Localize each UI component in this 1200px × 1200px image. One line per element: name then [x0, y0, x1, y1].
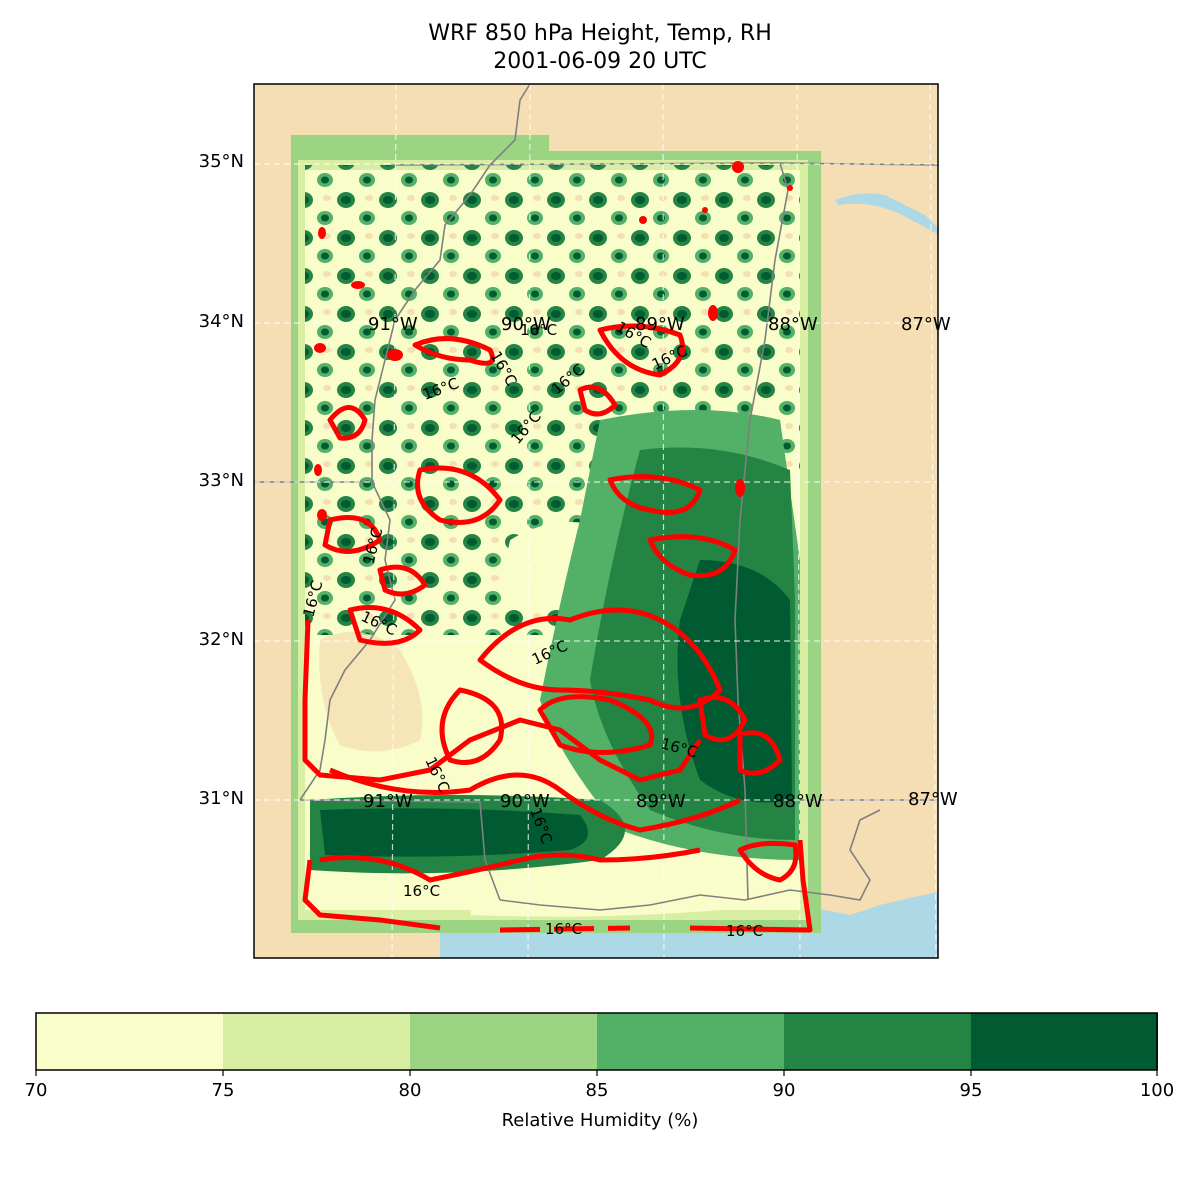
- temp-contour: [607, 474, 703, 515]
- colorbar-bin: [971, 1013, 1158, 1070]
- lon-label-91w-upper: 91°W: [368, 314, 418, 335]
- colorbar-label: Relative Humidity (%): [501, 1110, 699, 1131]
- temp-contour: [319, 847, 701, 883]
- colorbar-tick: 80: [398, 1080, 422, 1101]
- contour-label: 16°C: [545, 920, 582, 938]
- temp-contour: [377, 564, 428, 597]
- lon-label-87w-upper: 87°W: [901, 314, 951, 335]
- coastline: [499, 809, 881, 911]
- colorbar-tick: 75: [211, 1080, 235, 1101]
- colorbar-bin: [597, 1013, 784, 1070]
- rh-south-band: [320, 808, 588, 857]
- rh-moist-core: [677, 560, 792, 803]
- lon-label-88w-lower: 88°W: [773, 791, 823, 812]
- temp-contour: [329, 767, 742, 833]
- lon-label-87w-lower: 87°W: [908, 789, 958, 810]
- temp-contour: [577, 384, 618, 417]
- mississippi-river: [299, 83, 531, 801]
- colorbar-tick: 85: [585, 1080, 609, 1101]
- colorbar: [35, 1012, 1158, 1076]
- contour-label: 16°C: [403, 882, 440, 900]
- colorbar-tick: 70: [24, 1080, 48, 1101]
- temp-contour: [347, 605, 423, 646]
- temp-contour-spots: [314, 161, 793, 521]
- temp-contour: [322, 515, 383, 554]
- temp-contour: [439, 687, 505, 765]
- temp-contour: [737, 840, 799, 883]
- lon-label-91w-lower: 91°W: [363, 791, 413, 812]
- lon-label-88w-upper: 88°W: [768, 314, 818, 335]
- lon-label-89w-lower: 89°W: [636, 791, 686, 812]
- map-title: WRF 850 hPa Height, Temp, RH: [428, 21, 772, 46]
- colorbar-tick: 100: [1139, 1080, 1175, 1101]
- lon-label-89w-upper: 89°W: [635, 314, 685, 335]
- la-ms-south-border: [299, 799, 501, 901]
- temp-contour: [697, 695, 748, 743]
- lon-label-90w-upper: 90°W: [501, 314, 551, 335]
- river-water: [835, 193, 938, 234]
- colorbar-bin: [223, 1013, 410, 1070]
- temp-contour: [537, 694, 654, 755]
- colorbar-bin: [784, 1013, 971, 1070]
- colorbar-bin: [36, 1013, 223, 1070]
- contour-label: 16°C: [520, 321, 557, 339]
- map-subtitle: 2001-06-09 20 UTC: [493, 49, 707, 74]
- lon-label-90w-lower: 90°W: [500, 791, 550, 812]
- lat-label-32n: 32°N: [198, 629, 244, 650]
- temp-contour: [737, 730, 783, 776]
- temp-contour: [302, 859, 441, 931]
- temp-contour: [415, 465, 503, 525]
- rh-dry-pocket: [319, 632, 423, 752]
- temp-contour: [327, 405, 368, 441]
- contour-label: 16°C: [726, 922, 763, 940]
- temp-contours-16c: [302, 323, 813, 933]
- temp-contour: [647, 534, 738, 579]
- lat-label-34n: 34°N: [198, 311, 244, 332]
- temp-contour: [597, 323, 685, 378]
- temp-contour: [689, 839, 813, 933]
- lat-label-33n: 33°N: [198, 470, 244, 491]
- colorbar-tick: 90: [772, 1080, 796, 1101]
- rh-outer-band: [291, 135, 549, 151]
- temp-contour: [302, 619, 703, 783]
- colorbar-tick: 95: [959, 1080, 983, 1101]
- lat-label-31n: 31°N: [198, 788, 244, 809]
- temp-contour: [477, 607, 723, 711]
- colorbar-bin: [410, 1013, 597, 1070]
- temp-contour: [499, 925, 631, 933]
- temp-contour: [412, 336, 495, 366]
- lat-label-35n: 35°N: [198, 151, 244, 172]
- map-frame: [253, 83, 939, 959]
